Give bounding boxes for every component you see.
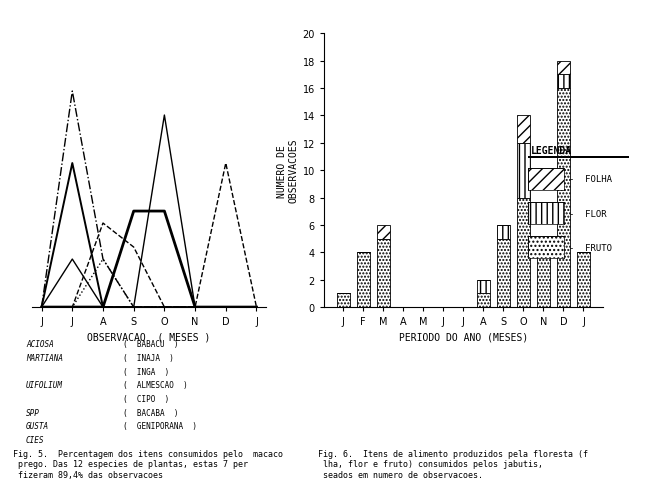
Bar: [376, 225, 389, 239]
Text: (  GENIPORANA  ): ( GENIPORANA ): [123, 422, 197, 430]
Bar: [537, 239, 550, 307]
Text: CIES: CIES: [26, 435, 45, 444]
Text: (  INAJA  ): ( INAJA ): [123, 353, 174, 362]
Bar: [337, 294, 350, 307]
Text: (  INGA  ): ( INGA ): [123, 367, 169, 376]
Text: (  CIPO  ): ( CIPO ): [123, 394, 169, 403]
Y-axis label: NUMERO DE
OBSERVACOES: NUMERO DE OBSERVACOES: [277, 139, 299, 203]
Bar: [477, 280, 490, 294]
Bar: [557, 75, 570, 89]
Bar: [577, 253, 590, 307]
Text: (  ALMESCAO  ): ( ALMESCAO ): [123, 381, 188, 389]
Bar: [356, 253, 370, 307]
Bar: [517, 198, 530, 307]
Bar: [517, 116, 530, 143]
Text: -  FRUTO: - FRUTO: [569, 244, 612, 252]
Text: Fig. 5.  Percentagem dos itens consumidos pelo  macaco
 prego. Das 12 especies d: Fig. 5. Percentagem dos itens consumidos…: [13, 449, 283, 479]
Text: ACIOSA: ACIOSA: [26, 340, 54, 348]
Text: (  BACABA  ): ( BACABA ): [123, 408, 179, 417]
Text: (  BABACU  ): ( BABACU ): [123, 340, 179, 348]
Bar: [497, 239, 510, 307]
Text: SPP: SPP: [26, 408, 40, 417]
Bar: [557, 89, 570, 307]
Text: MARTIANA: MARTIANA: [26, 353, 63, 362]
Bar: [477, 294, 490, 307]
Bar: [517, 143, 530, 198]
X-axis label: PERIODO DO ANO (MESES): PERIODO DO ANO (MESES): [399, 332, 528, 342]
Text: LEGENDA: LEGENDA: [531, 146, 572, 156]
Text: GUSTA: GUSTA: [26, 422, 49, 430]
Text: -  FOLHA: - FOLHA: [569, 175, 612, 184]
Text: Fig. 6.  Itens de alimento produzidos pela floresta (f
 lha, flor e fruto) consu: Fig. 6. Itens de alimento produzidos pel…: [318, 449, 588, 479]
X-axis label: OBSERVACAO  ( MESES ): OBSERVACAO ( MESES ): [87, 332, 211, 342]
Text: -  FLOR: - FLOR: [569, 209, 607, 218]
Bar: [497, 225, 510, 239]
Bar: [557, 61, 570, 75]
Bar: [376, 239, 389, 307]
Text: UIFOLIUM: UIFOLIUM: [26, 381, 63, 389]
